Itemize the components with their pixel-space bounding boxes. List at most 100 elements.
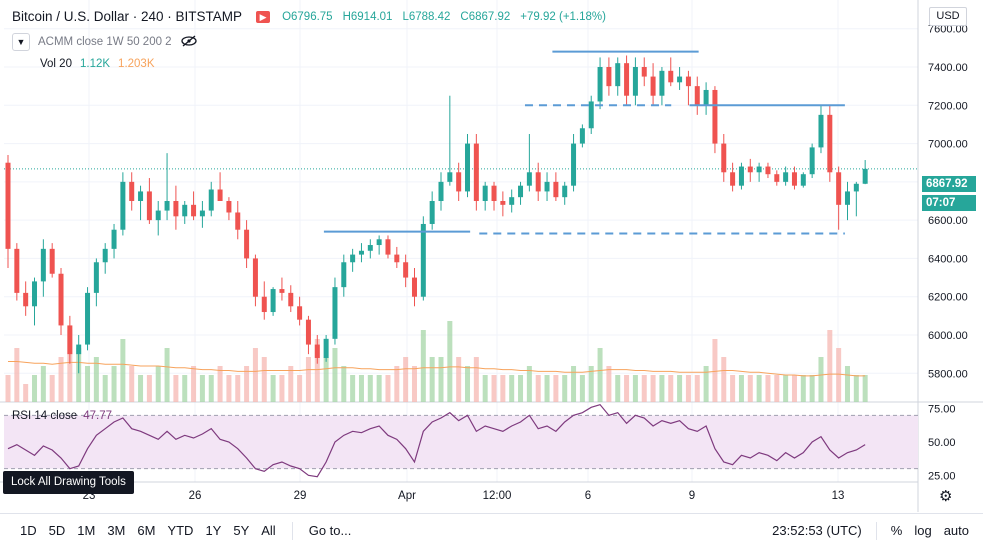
chevron-down-icon[interactable]: ▼ [12,33,30,51]
candle-body [85,292,91,345]
volume-bar [659,375,665,402]
volume-bar [49,375,55,402]
price-tick-label: 5800.00 [928,368,968,380]
price-tick-label: 7200.00 [928,100,968,112]
candle-body [553,181,559,198]
candle-body [721,143,727,173]
settings-gear-icon[interactable]: ⚙ [939,488,953,505]
bottom-toolbar: 1D 5D 1M 3M 6M YTD 1Y 5Y All Go to... 23… [0,513,983,547]
volume-bar [535,375,541,402]
volume-bar [641,375,647,402]
time-axis-label: 29 [294,490,307,502]
volume-bar [199,375,205,402]
volume-bar [553,375,559,402]
symbol-title[interactable]: Bitcoin / U.S. Dollar · 240 · BITSTAMP [12,9,243,24]
candle-body [774,174,780,182]
volume-bar [500,375,506,402]
candle-body [305,319,311,345]
candle-body [535,172,541,192]
currency-button[interactable]: USD [929,7,967,26]
range-6m[interactable]: 6M [137,523,156,538]
candle-body [297,306,303,320]
volume-bar [332,348,338,402]
percent-toggle[interactable]: % [890,523,903,538]
volume-bar [350,375,356,402]
volume-bar [438,357,444,402]
utc-clock[interactable]: 23:52:53 (UTC) [772,523,862,538]
candle-body [791,172,797,186]
range-ytd[interactable]: YTD [167,523,194,538]
volume-bar [85,366,91,402]
candle-body [668,70,674,83]
rsi-label[interactable]: RSI 14 close [12,410,78,422]
volume-bar [40,366,46,402]
countdown-label: 07:07 [922,195,976,211]
candle-body [624,63,630,96]
candle-body [597,67,603,102]
range-5d[interactable]: 5D [48,523,66,538]
volume-bar [694,375,700,402]
volume-bar [712,339,718,402]
volume-bar [76,348,82,402]
volume-bar [376,375,382,402]
chart-canvas[interactable]: 7600.00 7400.00 7200.00 7000.00 6600.00 6400.… [0,0,983,512]
candle-body [58,273,64,326]
volume-bar [235,375,241,402]
volume-bar [853,375,859,402]
volume-bar [120,339,126,402]
volume-bar [270,375,276,402]
volume-bar [518,375,524,402]
indicator-row: ▼ ACMM close 1W 50 200 2 [12,33,198,51]
candle-body [226,201,232,213]
volume-bar [208,375,214,402]
volume-bar [465,366,471,402]
candle-body [138,191,144,201]
candle-body [208,189,214,211]
candle-body [712,89,718,144]
rsi-band [4,415,918,469]
volume-bar [182,375,188,402]
volume-bar [615,375,621,402]
candle-body [199,210,205,217]
candle-body [438,181,444,201]
candle-body [129,181,135,201]
volume-bar [800,375,806,402]
volume-bar [323,357,329,402]
candle-body [862,168,868,184]
volume-bar [32,375,38,402]
volume-bar [217,366,223,402]
candle-body [491,185,497,201]
volume-bar [650,375,656,402]
eye-hidden-icon[interactable] [180,35,198,50]
range-1m[interactable]: 1M [77,523,96,538]
indicator-label[interactable]: ACMM close 1W 50 200 2 [38,36,172,48]
range-all[interactable]: All [261,523,276,538]
volume-label[interactable]: Vol 20 [40,58,72,70]
open-value: O6796.75 [282,10,333,23]
volume-bar [836,348,842,402]
range-5y[interactable]: 5Y [233,523,250,538]
candle-body [756,166,762,173]
candle-body [509,197,515,205]
candle-body [191,204,197,217]
candle-body [217,189,223,201]
volume-bar [252,348,258,402]
log-toggle[interactable]: log [914,523,932,538]
candle-body [385,239,391,255]
volume-bar [164,348,170,402]
auto-toggle[interactable]: auto [943,523,969,538]
time-axis-label: 13 [832,490,845,502]
candle-body [809,147,815,175]
range-1d[interactable]: 1D [20,523,37,538]
change-value: +79.92 (+1.18%) [520,10,606,23]
candle-body [456,172,462,192]
candle-body [67,325,73,355]
goto-button[interactable]: Go to... [308,523,352,538]
range-3m[interactable]: 3M [107,523,126,538]
volume-bar [447,321,453,402]
candle-body [473,143,479,201]
volume-bar [111,366,117,402]
range-1y[interactable]: 1Y [205,523,222,538]
candle-body [818,114,824,148]
flag-icon[interactable]: ▶ [256,10,271,23]
